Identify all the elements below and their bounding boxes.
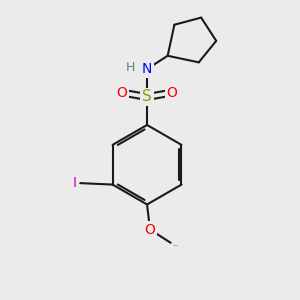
Text: O: O <box>117 85 128 100</box>
Text: methyl: methyl <box>174 244 179 246</box>
Text: H: H <box>125 61 135 74</box>
Text: S: S <box>142 89 152 104</box>
Text: N: N <box>142 62 152 76</box>
Text: O: O <box>145 223 155 236</box>
Text: O: O <box>167 85 178 100</box>
Text: I: I <box>73 176 77 190</box>
